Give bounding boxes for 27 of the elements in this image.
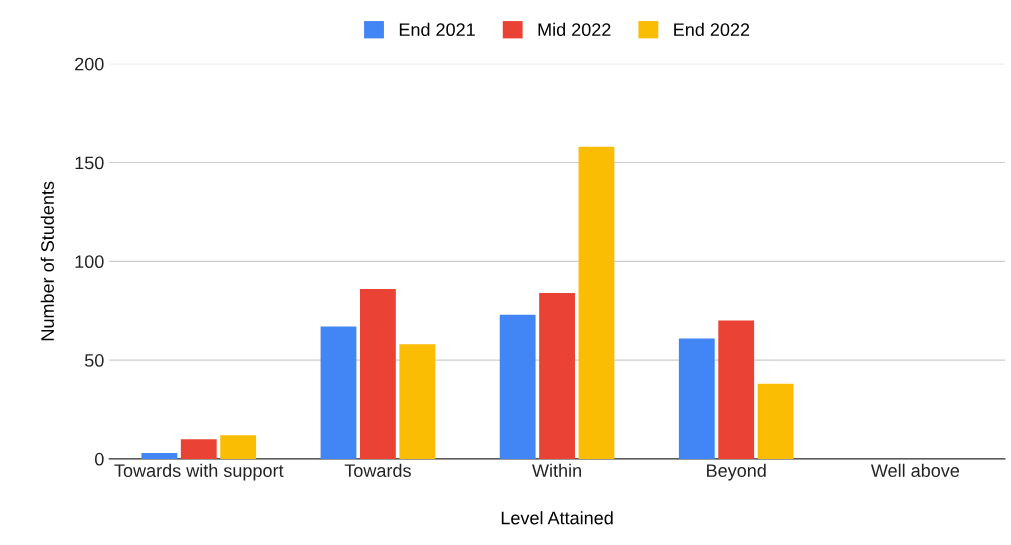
legend-label: End 2021: [399, 22, 475, 37]
x-tick-label: Well above: [870, 463, 960, 478]
bar: [539, 292, 575, 459]
y-axis-title: Number of Students: [40, 181, 54, 341]
bar: [180, 439, 217, 459]
x-axis-title: Level Attained: [501, 511, 613, 525]
y-tick-label: 0: [94, 452, 104, 466]
legend-label: Mid 2022: [538, 22, 611, 37]
legend-label: End 2022: [674, 22, 750, 37]
bar: [360, 288, 396, 459]
bar: [757, 383, 794, 459]
x-tick-label: Towards: [344, 463, 411, 478]
x-tick-label: Within: [532, 463, 581, 477]
x-tick-label: Beyond: [707, 463, 766, 481]
bar: [141, 452, 178, 459]
bar: [320, 326, 357, 459]
bar: [718, 320, 755, 459]
bar: [220, 435, 257, 459]
y-tick-label: 200: [75, 57, 104, 71]
bar: [399, 344, 436, 459]
bar: [578, 146, 615, 459]
y-tick-label: 50: [84, 354, 104, 367]
x-tick-label: Towards with support: [114, 463, 284, 481]
bar: [678, 338, 715, 459]
y-tick-label: 100: [75, 255, 104, 269]
y-tick-label: 150: [75, 156, 104, 170]
bar: [499, 314, 536, 459]
